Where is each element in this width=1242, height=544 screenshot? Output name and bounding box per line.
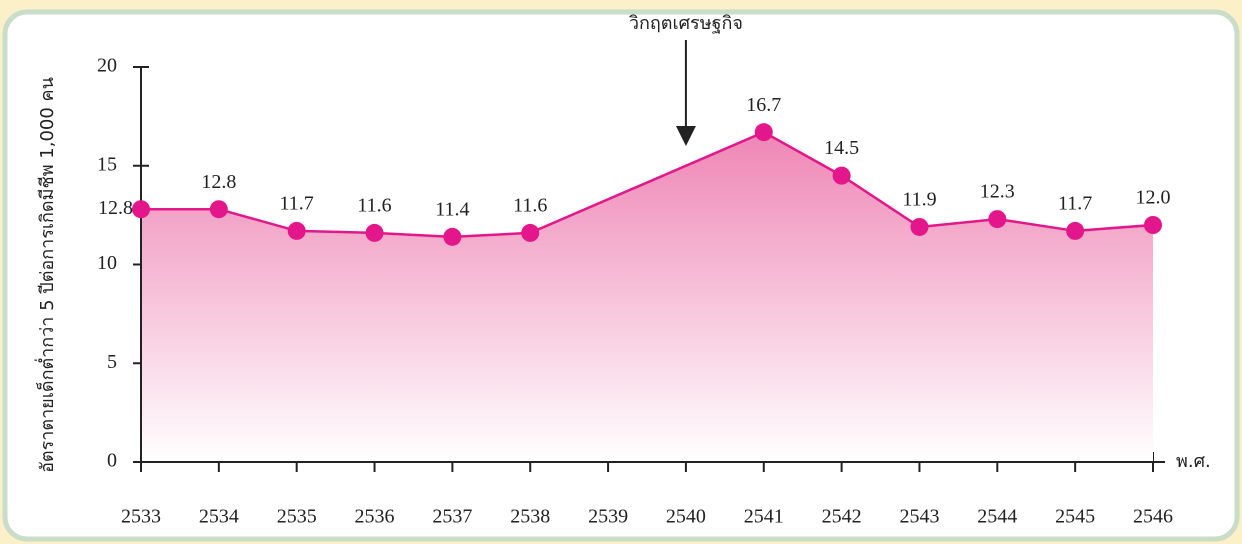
data-label: 16.7 (746, 94, 781, 116)
marker (832, 166, 851, 185)
annotation-arrowhead (675, 126, 696, 146)
y-axis-label: อัตราตายเด็กต่ำกว่า 5 ปีต่อการเกิดมีชีพ … (34, 77, 58, 473)
x-tick-label: 2537 (432, 506, 472, 528)
marker (910, 217, 929, 236)
marker (521, 223, 540, 242)
data-label: 11.6 (513, 194, 547, 216)
y-tick-label: 0 (107, 450, 117, 472)
marker (754, 123, 773, 142)
data-label: 11.9 (902, 189, 936, 211)
data-label: 12.0 (1136, 187, 1171, 209)
x-tick-label: 2534 (199, 506, 239, 528)
marker (443, 227, 462, 246)
y-tick-label: 20 (97, 55, 117, 77)
x-tick-label: 2540 (666, 506, 706, 528)
x-tick-label: 2542 (822, 506, 862, 528)
marker (209, 200, 228, 219)
x-tick-label: 2543 (899, 506, 939, 528)
data-label: 12.8 (201, 171, 236, 193)
marker (1066, 221, 1085, 240)
annotation: วิกฤตเศรษฐกิจ (629, 13, 743, 34)
x-axis-label: พ.ศ. (1176, 451, 1211, 472)
y-tick-label: 15 (97, 153, 117, 175)
y-tick-label: 5 (107, 351, 117, 373)
marker (988, 210, 1007, 229)
line (141, 130, 1154, 239)
marker (287, 221, 306, 240)
x-tick-label: 2545 (1055, 506, 1095, 528)
y-tick-label: 10 (97, 252, 117, 274)
data-label: 14.5 (824, 137, 859, 159)
x-tick-label: 2535 (277, 506, 317, 528)
marker (365, 223, 384, 242)
x-tick-label: 2538 (510, 506, 550, 528)
x-tick-label: 2533 (121, 506, 161, 528)
x-tick-label: 2536 (355, 506, 395, 528)
data-label: 12.3 (980, 181, 1015, 203)
data-label: 11.7 (280, 193, 314, 215)
data-label: 11.4 (435, 198, 469, 220)
data-label: 11.6 (357, 194, 391, 216)
x-tick-label: 2541 (744, 506, 784, 528)
x-tick-label: 2539 (588, 506, 628, 528)
x-tick-label: 2546 (1133, 506, 1173, 528)
data-label: 11.7 (1058, 193, 1092, 215)
data-label: 12.8 (98, 197, 133, 219)
marker (132, 200, 150, 219)
marker (1144, 216, 1162, 234)
x-tick-label: 2544 (977, 506, 1017, 528)
